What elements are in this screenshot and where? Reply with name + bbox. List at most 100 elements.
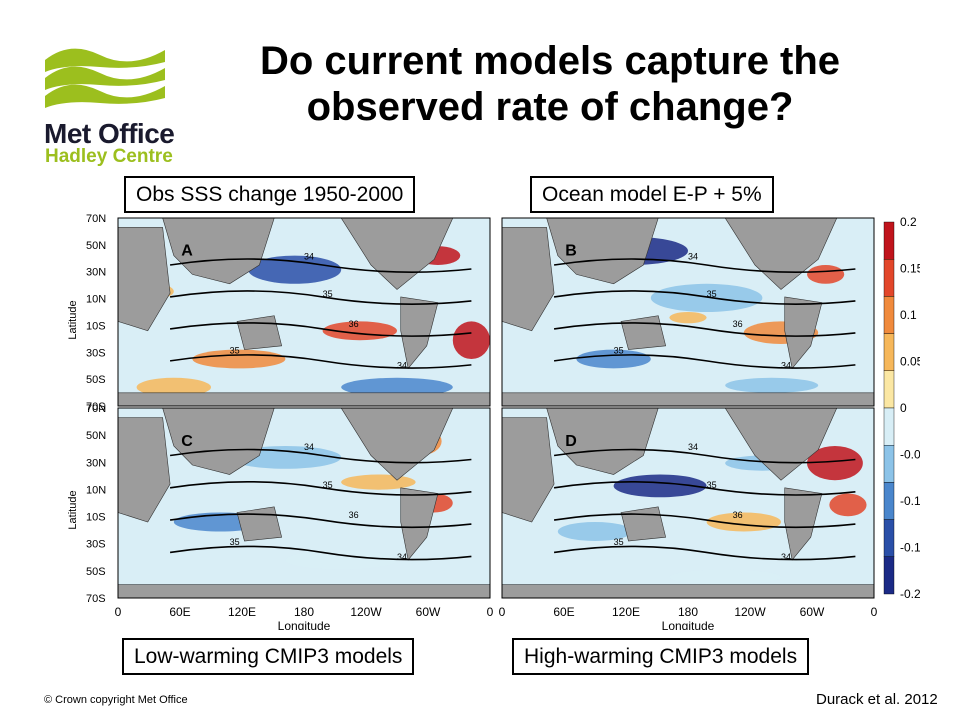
contour-label: 36 [349, 319, 359, 329]
colorbar-tick-label: 0.15 [900, 262, 920, 276]
contour-label: 35 [707, 289, 717, 299]
title-line2: observed rate of change? [306, 85, 794, 129]
x-axis-label: Longitude [278, 619, 331, 630]
colorbar-tick-label: 0.2 [900, 215, 917, 229]
latitude-tick-label: 70N [86, 213, 106, 225]
longitude-tick-label: 120W [734, 605, 766, 619]
salinity-anomaly-patch [341, 474, 416, 490]
panel-border [117, 407, 491, 599]
salinity-contour-line [169, 545, 472, 561]
salinity-contour-line [553, 258, 856, 273]
contour-label: 34 [688, 442, 698, 452]
continent-landmass [784, 487, 823, 561]
contour-label: 35 [323, 480, 333, 490]
continent-landmass [117, 584, 491, 599]
label-top-left: Obs SSS change 1950-2000 [124, 176, 416, 213]
longitude-tick-label: 0 [487, 605, 494, 619]
panel-border [117, 217, 491, 407]
panel-letter: C [181, 433, 193, 450]
longitude-tick-label: 180 [678, 605, 698, 619]
latitude-tick-label: 70S [86, 401, 106, 413]
map-panel-a: 34 35 36 35 34 A [117, 217, 491, 407]
colorbar-tick-label: -0.2 [900, 587, 920, 601]
contour-label: 34 [304, 251, 314, 261]
colorbar-tick-label: 0.1 [900, 308, 917, 322]
panel-border [501, 217, 875, 407]
logo-line2: Hadley Centre [45, 146, 173, 167]
latitude-tick-label: 70N [86, 403, 106, 415]
latitude-tick-label: 10N [86, 484, 106, 496]
longitude-tick-label: 60E [553, 605, 574, 619]
latitude-tick-label: 50N [86, 430, 106, 442]
salinity-anomaly-patch [613, 474, 707, 498]
colorbar-swatch [883, 444, 895, 483]
salinity-anomaly-patch [669, 312, 707, 324]
map-panel-b: 34 35 36 35 34 B [501, 217, 875, 407]
contour-label: 34 [304, 442, 314, 452]
salinity-contour-line [553, 513, 856, 529]
salinity-anomaly-patch [669, 569, 781, 585]
longitude-tick-label: 60W [800, 605, 825, 619]
salinity-anomaly-patch [248, 255, 342, 284]
longitude-tick-label: 0 [871, 605, 878, 619]
colorbar-tick-label: -0.05 [900, 448, 920, 462]
continent-landmass [236, 315, 283, 350]
contour-label: 35 [230, 345, 240, 355]
salinity-anomaly-patch [136, 377, 211, 397]
met-office-waves-logo-icon [45, 48, 165, 108]
colorbar-tick-label: 0.05 [900, 355, 920, 369]
map-panel-c: 34 35 36 35 34 C [117, 407, 491, 599]
salinity-contour-line [169, 290, 472, 305]
colorbar-swatch [883, 370, 895, 409]
longitude-tick-label: 180 [294, 605, 314, 619]
contour-label: 35 [323, 289, 333, 299]
colorbar-swatch [883, 519, 895, 558]
continent-landmass [400, 296, 439, 370]
latitude-tick-label: 30N [86, 267, 106, 279]
contour-label: 34 [397, 552, 407, 562]
contour-label: 34 [688, 251, 698, 261]
salinity-contour-line [169, 258, 472, 273]
salinity-anomaly-patch [725, 377, 819, 393]
colorbar-tick-label: -0.15 [900, 541, 920, 555]
contour-label: 35 [614, 537, 624, 547]
panel-border [501, 407, 875, 599]
contour-label: 34 [397, 360, 407, 370]
continent-landmass [620, 315, 667, 350]
latitude-tick-label: 10S [86, 320, 106, 332]
latitude-tick-label: 30S [86, 539, 106, 551]
panel-letter: B [565, 243, 577, 260]
salinity-anomaly-patch [829, 493, 867, 517]
salinity-anomaly-patch [452, 321, 490, 359]
y-axis-label: Latitude [67, 490, 79, 529]
contour-label: 35 [230, 537, 240, 547]
continent-landmass [501, 584, 875, 599]
salinity-contour-line [553, 322, 856, 337]
salinity-contour-line [169, 448, 472, 464]
salinity-anomaly-patch [192, 349, 286, 369]
longitude-tick-label: 120W [350, 605, 382, 619]
latitude-tick-label: 50N [86, 240, 106, 252]
colorbar-swatch [883, 407, 895, 446]
title-line1: Do current models capture the [259, 39, 841, 83]
met-office-logo [40, 40, 170, 170]
contour-label: 35 [707, 480, 717, 490]
salinity-contour-line [169, 322, 472, 337]
y-axis-label: Latitude [67, 300, 79, 339]
salinity-contour-line [553, 448, 856, 464]
colorbar-tick-label: 0 [900, 401, 907, 415]
label-top-right: Ocean model E-P + 5% [530, 176, 774, 213]
longitude-tick-label: 0 [115, 605, 122, 619]
longitude-tick-label: 60W [416, 605, 441, 619]
continent-landmass [400, 487, 439, 561]
salinity-contour-line [553, 354, 856, 369]
latitude-tick-label: 10S [86, 512, 106, 524]
salinity-anomaly-patch [341, 377, 453, 397]
salinity-anomaly-patch [807, 265, 845, 284]
contour-label: 34 [781, 552, 791, 562]
latitude-tick-label: 10N [86, 294, 106, 306]
continent-landmass [236, 506, 283, 542]
contour-label: 36 [733, 319, 743, 329]
colorbar-swatch [883, 296, 895, 334]
